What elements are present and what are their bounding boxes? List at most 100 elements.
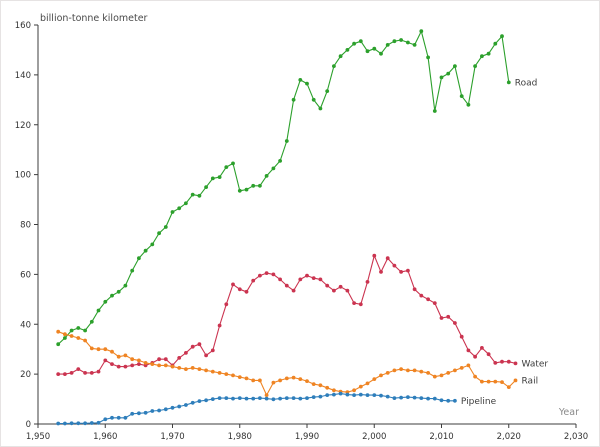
series-point-water [473, 354, 477, 359]
series-point-pipeline [217, 396, 222, 400]
series-point-rail [446, 371, 451, 375]
series-point-pipeline [170, 405, 175, 410]
series-point-pipeline [372, 393, 377, 397]
series-point-pipeline [63, 421, 67, 426]
series-point-pipeline [210, 397, 215, 401]
series-point-water [439, 316, 444, 320]
series-point-rail [116, 354, 121, 359]
series-point-road [190, 192, 195, 197]
series-point-rail [83, 338, 87, 343]
series-point-pipeline [123, 415, 128, 420]
series-label-pipeline: Pipeline [461, 397, 497, 407]
x-tick-label: 1,970 [160, 432, 184, 442]
series-point-pipeline [197, 399, 202, 403]
series-point-water [251, 278, 256, 283]
y-tick-label: 80 [20, 221, 31, 231]
series-point-rail [96, 347, 101, 352]
series-point-road [271, 166, 276, 171]
series-point-road [291, 97, 296, 102]
series-point-water [506, 359, 511, 364]
series-point-road [358, 39, 363, 44]
series-point-road [96, 308, 101, 313]
series-point-rail [406, 368, 410, 373]
series-point-pipeline [103, 417, 108, 422]
series-point-pipeline [278, 396, 282, 401]
series-point-water [110, 362, 114, 366]
series-point-water [358, 302, 363, 307]
series-point-water [480, 346, 484, 350]
series-point-road [157, 231, 162, 236]
series-point-pipeline [76, 421, 81, 426]
series-point-road [103, 299, 108, 304]
series-point-pipeline [318, 394, 323, 399]
x-tick-label: 1,980 [228, 432, 252, 442]
series-point-rail [137, 358, 141, 363]
series-point-road [69, 328, 74, 333]
series-point-water [432, 301, 437, 305]
series-point-rail [459, 366, 464, 370]
series-point-rail [231, 373, 235, 378]
series-point-road [116, 289, 121, 294]
series-point-pipeline [110, 415, 114, 420]
series-point-road [453, 64, 457, 68]
series-point-road [338, 54, 343, 59]
series-point-pipeline [284, 396, 289, 400]
series-point-rail [271, 380, 276, 385]
series-point-water [123, 364, 128, 369]
series-point-water [210, 348, 215, 353]
series-point-water [305, 273, 309, 278]
series-point-pipeline [89, 421, 94, 425]
series-point-water [116, 364, 121, 369]
series-point-rail [332, 388, 336, 393]
series-label-rail: Rail [522, 376, 539, 386]
series-point-water [278, 277, 282, 282]
series-point-water [291, 288, 296, 293]
series-point-road [480, 54, 484, 59]
series-point-rail [217, 371, 222, 375]
series-point-water [298, 277, 303, 282]
series-point-road [392, 39, 397, 44]
series-point-rail [385, 371, 390, 375]
series-point-road [439, 75, 444, 80]
series-point-road [110, 293, 114, 298]
series-point-rail [466, 363, 471, 368]
series-point-pipeline [150, 409, 155, 413]
series-point-water [493, 361, 498, 365]
series-point-pipeline [385, 394, 390, 399]
series-point-rail [500, 380, 504, 384]
series-point-road [197, 193, 202, 198]
series-point-rail [224, 372, 229, 376]
y-tick-label: 100 [15, 171, 31, 181]
series-point-rail [63, 332, 67, 337]
series-point-water [130, 363, 135, 368]
series-point-road [63, 336, 67, 340]
series-point-pipeline [338, 391, 343, 396]
series-point-road [224, 165, 229, 170]
series-point-road [258, 183, 262, 188]
series-point-pipeline [231, 396, 235, 401]
series-point-road [412, 43, 417, 47]
series-point-road [345, 48, 350, 52]
y-tick-label: 140 [15, 71, 31, 81]
series-point-pipeline [83, 421, 87, 426]
series-point-road [264, 174, 269, 178]
series-point-water [446, 314, 451, 319]
series-point-road [486, 51, 491, 56]
series-point-road [318, 106, 323, 111]
series-point-water [69, 371, 74, 375]
series-point-water [426, 297, 430, 302]
series-point-road [466, 102, 471, 107]
series-point-water [486, 352, 491, 357]
series-point-rail [163, 363, 168, 368]
series-point-road [143, 248, 148, 253]
series-point-water [190, 344, 195, 349]
series-point-water [466, 348, 471, 353]
series-point-rail [264, 393, 269, 397]
series-point-water [311, 276, 316, 280]
series-point-water [372, 253, 377, 258]
series-point-road [284, 139, 289, 143]
series-point-pipeline [143, 410, 148, 415]
series-point-water [137, 362, 141, 366]
series-point-rail [244, 376, 249, 381]
series-point-pipeline [406, 395, 410, 399]
